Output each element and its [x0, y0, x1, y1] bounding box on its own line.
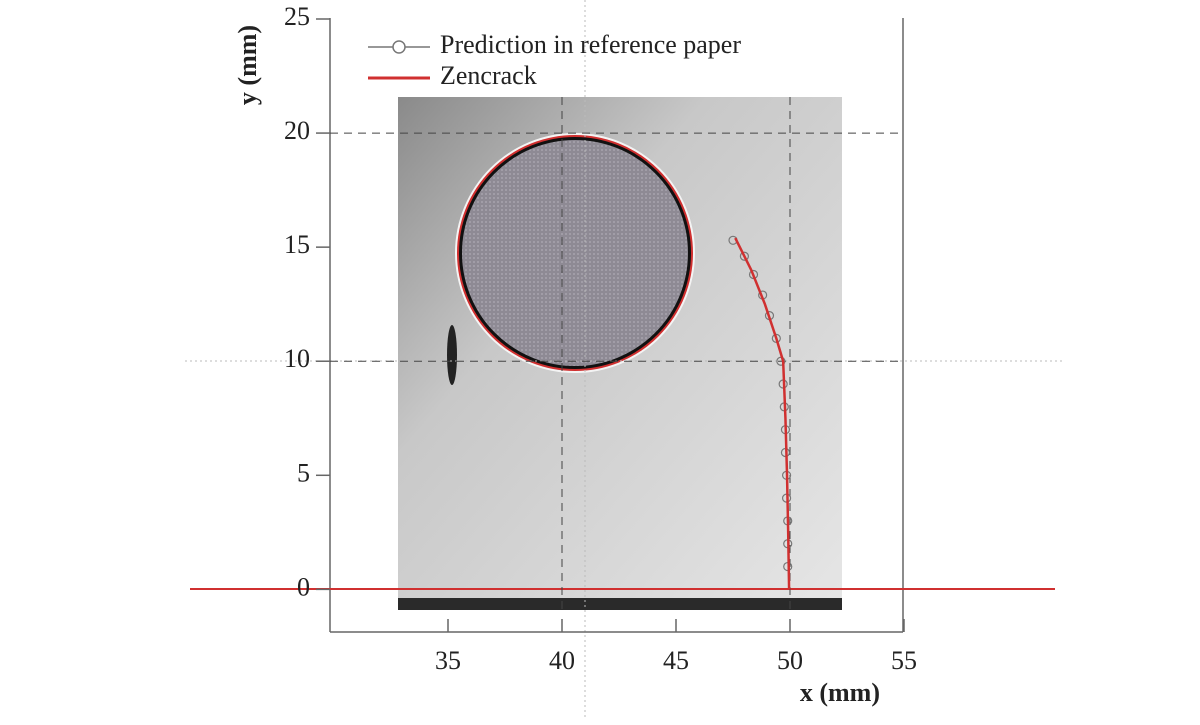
x-axis-label: x (mm)	[800, 678, 880, 707]
hole-outline	[457, 135, 693, 371]
hole	[458, 136, 692, 370]
x-tick-label: 35	[435, 646, 461, 675]
y-tick-label: 20	[284, 116, 310, 145]
y-axis-label: y (mm)	[233, 25, 262, 105]
specimen-edge	[398, 598, 842, 610]
legend-marker	[392, 40, 406, 54]
crack-line	[734, 237, 791, 590]
y-tick-label: 5	[297, 458, 310, 487]
y-tick-label: 10	[284, 344, 310, 373]
y-tick-label: 0	[297, 572, 310, 601]
y-tick-label: 25	[284, 2, 310, 31]
y-tick-label: 15	[284, 230, 310, 259]
x-tick-label: 50	[777, 646, 803, 675]
x-tick-label: 55	[891, 646, 917, 675]
photo-mark	[447, 325, 457, 385]
x-tick-label: 40	[549, 646, 575, 675]
legend-label: Zencrack	[440, 61, 537, 90]
x-tick-label: 45	[663, 646, 689, 675]
data-point	[739, 251, 750, 261]
legend-label: Prediction in reference paper	[440, 30, 741, 59]
